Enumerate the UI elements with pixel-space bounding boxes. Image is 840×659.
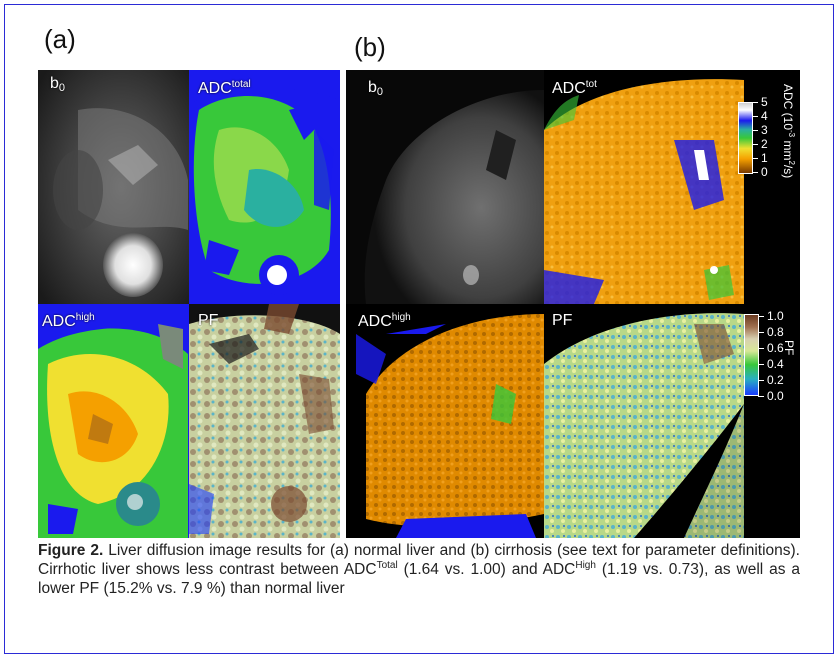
panel-b-adc-high-label: ADChigh bbox=[358, 312, 411, 330]
adc-tick-3: 3 bbox=[752, 123, 768, 137]
pf-tick-0-4: 0.4 bbox=[758, 357, 784, 371]
panel-a-letter: (a) bbox=[44, 24, 76, 54]
panel-a-adc-high-image bbox=[38, 304, 189, 538]
caption-label: Figure 2. bbox=[38, 542, 104, 559]
figure-frame bbox=[4, 4, 834, 654]
adc-colorbar bbox=[738, 102, 753, 174]
panel-b-pf-image bbox=[544, 304, 800, 538]
caption-text-2: (1.64 vs. 1.00) and ADC bbox=[397, 561, 576, 578]
caption-sup-total: Total bbox=[376, 560, 398, 571]
pf-tick-1-0: 1.0 bbox=[758, 309, 784, 323]
panel-b-b0-image bbox=[346, 70, 544, 304]
adc-colorbar-title: ADC (10-3 mm2/s) bbox=[781, 84, 796, 179]
panel-b-letter: (b) bbox=[354, 32, 386, 62]
panel-a-adc-total-image bbox=[189, 70, 340, 304]
pf-colorbar bbox=[744, 314, 759, 396]
pf-colorbar-title: PF bbox=[782, 340, 796, 356]
caption-text-1: Liver diffusion image results for (a) no… bbox=[38, 542, 800, 578]
panel-b-adc-tot-image bbox=[544, 70, 800, 304]
panel-b-pf-label: PF bbox=[552, 312, 573, 329]
panel-b-adc-high-image bbox=[346, 304, 544, 538]
adc-tick-5: 5 bbox=[752, 95, 768, 109]
panel-b-b0-label: b0 bbox=[368, 79, 384, 98]
adc-tick-2: 2 bbox=[752, 137, 768, 151]
panel-b: 5 4 3 2 1 0 ADC (10-3 mm2/s) 1.0 0.8 0.6… bbox=[346, 70, 800, 538]
pf-tick-0-0: 0.0 bbox=[758, 389, 784, 403]
panel-a: b0 ADCtotal ADChigh PF bbox=[38, 70, 340, 538]
caption-sup-high: High bbox=[575, 560, 596, 571]
panel-b-adc-tot-label: ADCtot bbox=[552, 79, 597, 97]
panel-a-adc-high-label: ADChigh bbox=[42, 312, 95, 330]
panel-a-b0-label: b0 bbox=[50, 75, 66, 94]
panel-a-pf-image bbox=[189, 304, 340, 538]
adc-tick-1: 1 bbox=[752, 151, 768, 165]
caption-text-3: (1.19 vs. 0.73), as well as a lower PF (… bbox=[38, 561, 800, 597]
panel-a-b0-image bbox=[38, 70, 189, 304]
adc-tick-4: 4 bbox=[752, 109, 768, 123]
pf-tick-0-2: 0.2 bbox=[758, 373, 784, 387]
panel-a-adc-total-label: ADCtotal bbox=[198, 79, 251, 97]
pf-tick-0-8: 0.8 bbox=[758, 325, 784, 339]
figure-caption: Figure 2. Liver diffusion image results … bbox=[38, 541, 800, 598]
panel-a-pf-label: PF bbox=[198, 312, 219, 329]
pf-tick-0-6: 0.6 bbox=[758, 341, 784, 355]
adc-tick-0: 0 bbox=[752, 165, 768, 179]
